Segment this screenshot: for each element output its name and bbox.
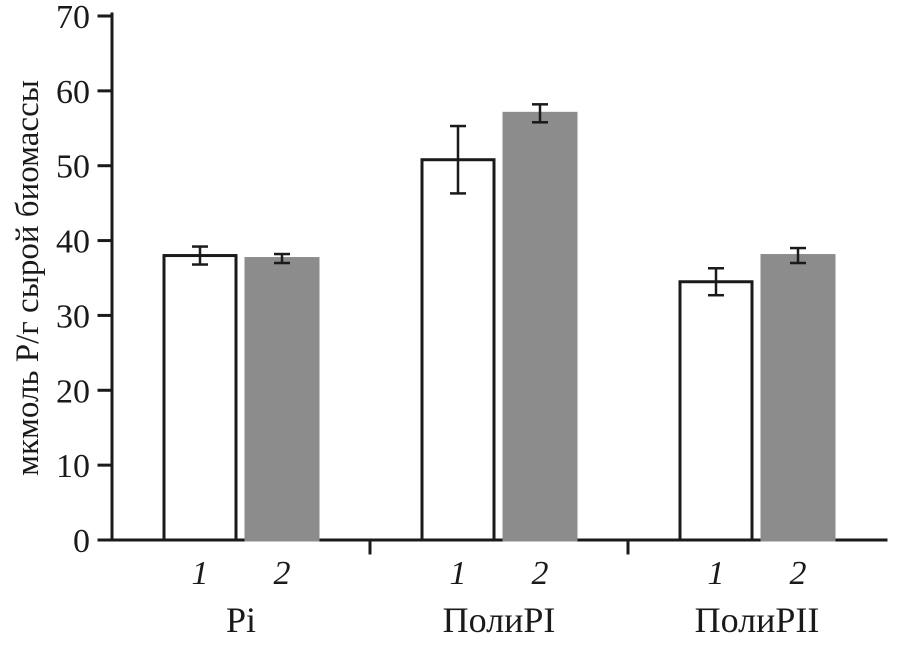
y-tick-labels: 0 10 20 30 40 50 60 70 [56,0,90,560]
y-axis-title: мкмоль Р/г сырой биомассы [10,80,46,476]
y-tick-label: 40 [56,224,90,261]
bar-number-label: 2 [790,555,807,592]
bar [760,254,836,542]
category-label: Pi [226,600,256,640]
bar [420,158,496,542]
bar [678,280,754,542]
y-tick-label: 60 [56,74,90,111]
y-tick-label: 20 [56,373,90,410]
bars [162,111,836,542]
category-label: ПолиPII [695,600,820,640]
bar-number-label: 1 [450,555,467,592]
x-labels: 1 2 Pi 1 2 ПолиPI 1 2 ПолиPII [192,555,820,640]
bar [162,254,238,542]
y-tick-label: 0 [73,523,90,560]
bar-number-label: 2 [532,555,549,592]
axes [97,12,888,555]
y-tick-label: 30 [56,298,90,335]
bar [502,111,578,542]
bar-number-label: 1 [192,555,209,592]
y-tick-label: 10 [56,448,90,485]
category-label: ПолиPI [443,600,556,640]
error-bars [192,103,806,297]
bar-number-label: 2 [274,555,291,592]
y-tick-label: 50 [56,149,90,186]
bar [244,257,320,542]
bar-number-label: 1 [708,555,725,592]
y-tick-label: 70 [56,0,90,36]
